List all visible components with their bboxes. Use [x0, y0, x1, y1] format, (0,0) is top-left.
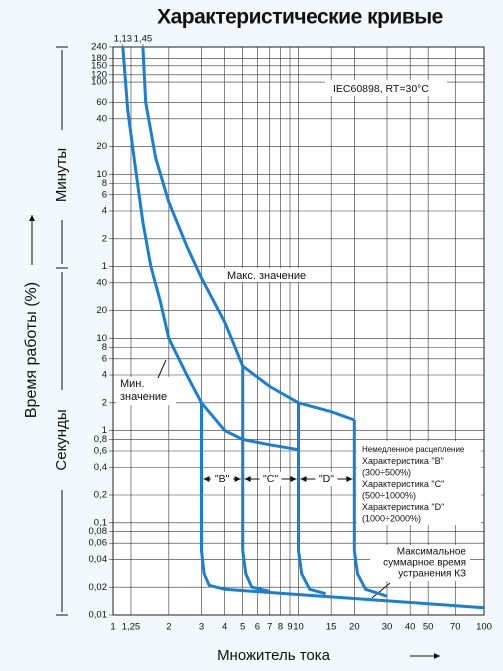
- x-tick-label: 6: [255, 622, 260, 633]
- curve: [241, 366, 271, 593]
- x-top-tick-label: 1,13: [114, 34, 133, 45]
- y-tick-label: 0,02: [89, 582, 108, 593]
- y-tick-label: 180: [91, 53, 107, 64]
- x-tick-label: 1: [110, 622, 115, 633]
- y-tick-label: 0,06: [89, 538, 108, 549]
- min-label: значение: [120, 391, 167, 403]
- y-tick-label: 4: [102, 370, 107, 381]
- y-tick-label: 10: [96, 169, 107, 180]
- y-tick-label: 2: [102, 233, 107, 244]
- x-axis-label: Множитель тока: [217, 647, 331, 664]
- y-tick-label: 150: [91, 60, 107, 71]
- x-axis-arrowhead: [434, 653, 440, 659]
- x-tick-label: 70: [450, 622, 461, 633]
- note-bg: [325, 80, 447, 96]
- x-tick-label: 30: [382, 622, 393, 633]
- y-tick-label: 10: [96, 333, 107, 344]
- range-label-bg: [259, 472, 282, 486]
- trip-box-line: (1000÷2000%): [362, 513, 421, 523]
- minutes-label: Минуты: [53, 148, 70, 202]
- x-tick-label: 5: [240, 622, 245, 633]
- clearance-label: суммарное время: [383, 558, 466, 569]
- y-tick-label: 6: [102, 353, 107, 364]
- clearance-label: устранения КЗ: [398, 569, 466, 580]
- clearance-label: Максимальное: [397, 547, 467, 558]
- min-label: Мин.: [120, 378, 144, 390]
- curve: [200, 402, 226, 591]
- trip-box-line: Характеристика "B": [362, 456, 444, 466]
- y-axis-label: Время работы (%): [23, 282, 40, 418]
- range-label-bg: [315, 472, 338, 486]
- y-tick-label: 20: [96, 141, 107, 152]
- curve: [224, 587, 485, 610]
- y-tick-label: 0,1: [94, 517, 107, 528]
- y-tick-label: 2: [102, 397, 107, 408]
- trip-box-line: Немедленное расцепление: [362, 445, 465, 454]
- y-tick-label: 60: [96, 97, 107, 108]
- y-tick-label: 0,6: [94, 446, 107, 457]
- range-label: "C": [263, 473, 278, 485]
- x-tick-label: 8: [278, 622, 283, 633]
- range-label: "D": [319, 473, 334, 485]
- trip-box-line: Характеристика "D": [362, 502, 444, 512]
- curve: [352, 420, 388, 598]
- clearance-bg: [370, 545, 470, 581]
- y-tick-label: 120: [91, 69, 107, 80]
- trip-box-bg: [357, 441, 481, 525]
- y-tick-label: 0,08: [89, 526, 108, 537]
- y-tick-label: 100: [91, 77, 107, 88]
- standard-note: IEC60898, RT=30°C: [333, 83, 429, 95]
- trip-box-line: (300÷500%): [362, 467, 411, 477]
- chart-title: Характеристические кривые: [157, 6, 443, 29]
- y-tick-label: 8: [102, 178, 107, 189]
- trip-box-line: Характеристика "C": [362, 479, 444, 489]
- x-tick-label: 50: [423, 622, 434, 633]
- x-tick-label: 9: [287, 622, 292, 633]
- seconds-label: Секунды: [53, 409, 70, 470]
- trip-box-line: (500÷1000%): [362, 490, 416, 500]
- y-tick-label: 1: [102, 261, 107, 272]
- y-tick-label: 240: [91, 42, 107, 53]
- curve: [141, 46, 355, 422]
- max-label-bg: [224, 268, 328, 282]
- x-tick-label: 4: [222, 622, 227, 633]
- x-tick-label: 1,25: [122, 622, 141, 633]
- y-tick-label: 4: [102, 206, 107, 217]
- plot-frame: [112, 46, 485, 616]
- x-tick-label: 10: [293, 622, 304, 633]
- y-tick-label: 40: [96, 277, 107, 288]
- y-axis-arrowhead: [29, 215, 35, 221]
- x-tick-label: 15: [326, 622, 337, 633]
- y-tick-label: 1: [102, 425, 107, 436]
- x-tick-label: 20: [349, 622, 360, 633]
- min-label-bg: [116, 377, 176, 405]
- min-pointer: [157, 359, 167, 379]
- section-brackets: [56, 46, 68, 616]
- range-arrowhead: [300, 476, 353, 482]
- curve: [297, 402, 327, 596]
- x-top-tick-label: 1,45: [134, 34, 153, 45]
- y-tick-label: 40: [96, 113, 107, 124]
- range-label-bg: [211, 472, 234, 486]
- clearance-pointer: [371, 582, 391, 599]
- y-tick-label: 8: [102, 342, 107, 353]
- max-label: Макс. значение: [227, 270, 306, 282]
- y-tick-label: 0,01: [89, 610, 108, 621]
- y-tick-label: 0,4: [94, 462, 107, 473]
- range-label: "B": [215, 473, 230, 485]
- y-tick-label: 6: [102, 189, 107, 200]
- y-tick-label: 20: [96, 305, 107, 316]
- range-arrowhead: [244, 476, 297, 482]
- x-tick-label: 40: [405, 622, 416, 633]
- y-tick-label: 0,04: [89, 554, 108, 565]
- y-tick-label: 0,2: [94, 490, 107, 501]
- x-tick-label: 7: [267, 622, 272, 633]
- y-tick-label: 0,8: [94, 434, 107, 445]
- x-tick-label: 100: [476, 622, 492, 633]
- x-tick-label: 2: [166, 622, 171, 633]
- x-tick-label: 3: [199, 622, 204, 633]
